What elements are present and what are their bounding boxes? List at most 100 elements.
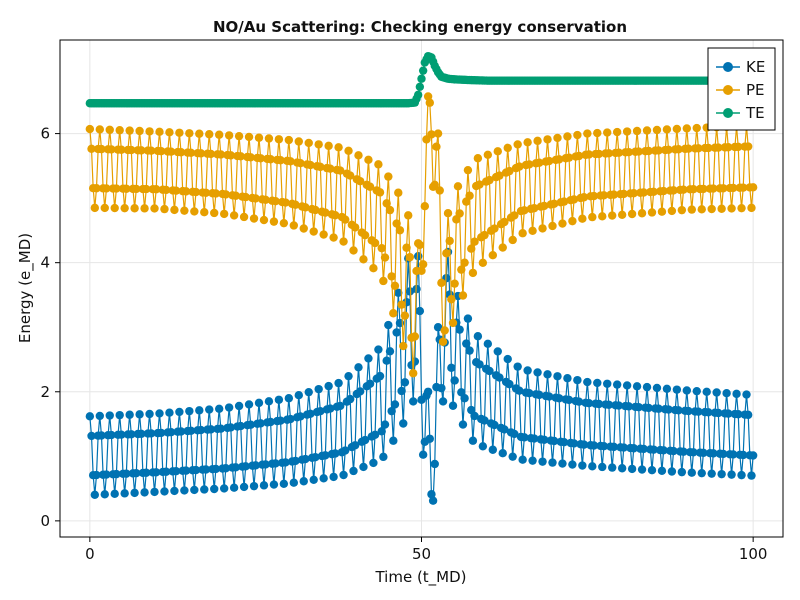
data-point-pe <box>418 260 428 269</box>
data-point-pe <box>117 145 126 154</box>
data-point-pe <box>447 295 456 304</box>
legend-marker-pe <box>723 85 733 95</box>
data-point-pe <box>553 133 562 143</box>
data-point-ke <box>145 409 154 419</box>
data-point-pe <box>470 237 479 246</box>
data-point-ke <box>732 389 741 399</box>
data-point-pe <box>161 185 171 195</box>
data-point-ke <box>473 332 483 341</box>
data-point-ke <box>234 401 244 411</box>
data-point-ke <box>85 412 95 421</box>
data-point-pe <box>249 214 259 223</box>
data-point-ke <box>714 408 723 418</box>
data-point-ke <box>614 401 624 410</box>
data-point-pe <box>687 205 696 214</box>
data-point-pe <box>544 156 554 166</box>
data-point-ke <box>409 397 418 406</box>
data-point-ke <box>423 387 433 396</box>
data-point-ke <box>374 345 383 354</box>
legend: KE PE TE <box>707 47 776 131</box>
data-point-pe <box>540 201 549 211</box>
data-point-pe <box>254 133 264 142</box>
data-point-ke <box>166 427 176 437</box>
data-point-ke <box>389 436 398 445</box>
data-point-ke <box>717 469 726 479</box>
data-point-pe <box>634 147 643 156</box>
data-point-ke <box>624 402 633 411</box>
data-point-pe <box>341 215 350 224</box>
data-point-pe <box>589 191 599 201</box>
data-point-ke <box>185 406 194 416</box>
data-point-ke <box>266 417 275 427</box>
data-point-pe <box>533 136 542 146</box>
data-point-ke <box>206 425 216 434</box>
data-point-ke <box>329 472 338 482</box>
data-point-pe <box>251 194 260 203</box>
data-point-ke <box>604 400 614 409</box>
data-point-pe <box>95 125 105 134</box>
data-point-ke <box>478 442 488 451</box>
data-point-pe <box>384 172 393 181</box>
data-point-pe <box>448 318 458 328</box>
data-point-pe <box>510 211 519 220</box>
data-point-pe <box>548 221 557 231</box>
data-point-ke <box>475 360 484 369</box>
data-point-pe <box>488 250 498 260</box>
data-point-ke <box>95 411 105 421</box>
data-point-pe <box>632 126 642 136</box>
data-point-pe <box>430 180 439 190</box>
data-point-ke <box>400 378 410 387</box>
legend-marker-te <box>723 108 733 118</box>
data-point-ke <box>261 460 270 469</box>
data-point-ke <box>460 394 469 403</box>
data-point-ke <box>649 445 658 454</box>
data-point-ke <box>291 456 300 466</box>
data-point-pe <box>385 205 395 215</box>
data-point-ke <box>269 480 279 489</box>
legend-marker-ke <box>723 62 733 72</box>
y-tick-label: 4 <box>40 254 50 272</box>
data-point-ke <box>397 386 406 396</box>
data-point-pe <box>699 184 708 194</box>
data-point-pe <box>390 281 400 291</box>
data-point-ke <box>612 380 622 389</box>
data-point-pe <box>211 189 221 198</box>
data-point-ke <box>392 328 401 337</box>
data-point-ke <box>724 409 733 418</box>
data-point-ke <box>533 368 542 377</box>
data-point-ke <box>664 405 673 414</box>
data-point-pe <box>574 151 584 161</box>
data-point-pe <box>339 237 348 246</box>
data-point-pe <box>729 183 738 193</box>
data-point-ke <box>334 378 343 388</box>
data-point-ke <box>672 385 682 394</box>
data-point-pe <box>397 300 406 309</box>
data-point-ke <box>495 373 504 382</box>
data-point-ke <box>214 404 224 414</box>
data-point-ke <box>535 390 544 400</box>
data-point-ke <box>241 462 250 471</box>
data-point-pe <box>714 143 723 152</box>
data-point-ke <box>276 416 285 425</box>
data-point-pe <box>672 124 682 134</box>
data-point-ke <box>530 434 539 443</box>
data-point-pe <box>200 208 209 217</box>
data-point-pe <box>679 185 688 194</box>
data-point-ke <box>619 443 629 452</box>
data-point-ke <box>175 407 184 417</box>
data-point-ke <box>743 410 753 420</box>
data-point-pe <box>704 143 713 153</box>
data-point-ke <box>425 434 434 443</box>
data-point-ke <box>359 462 368 472</box>
data-point-ke <box>279 479 289 489</box>
data-point-ke <box>589 441 599 450</box>
data-point-ke <box>528 456 537 465</box>
data-point-ke <box>165 408 174 417</box>
data-point-ke <box>246 420 255 429</box>
data-point-ke <box>692 386 701 396</box>
data-point-pe <box>719 184 728 193</box>
data-point-pe <box>284 135 294 145</box>
data-point-ke <box>727 470 736 479</box>
data-point-ke <box>629 444 638 453</box>
data-point-ke <box>344 371 353 381</box>
